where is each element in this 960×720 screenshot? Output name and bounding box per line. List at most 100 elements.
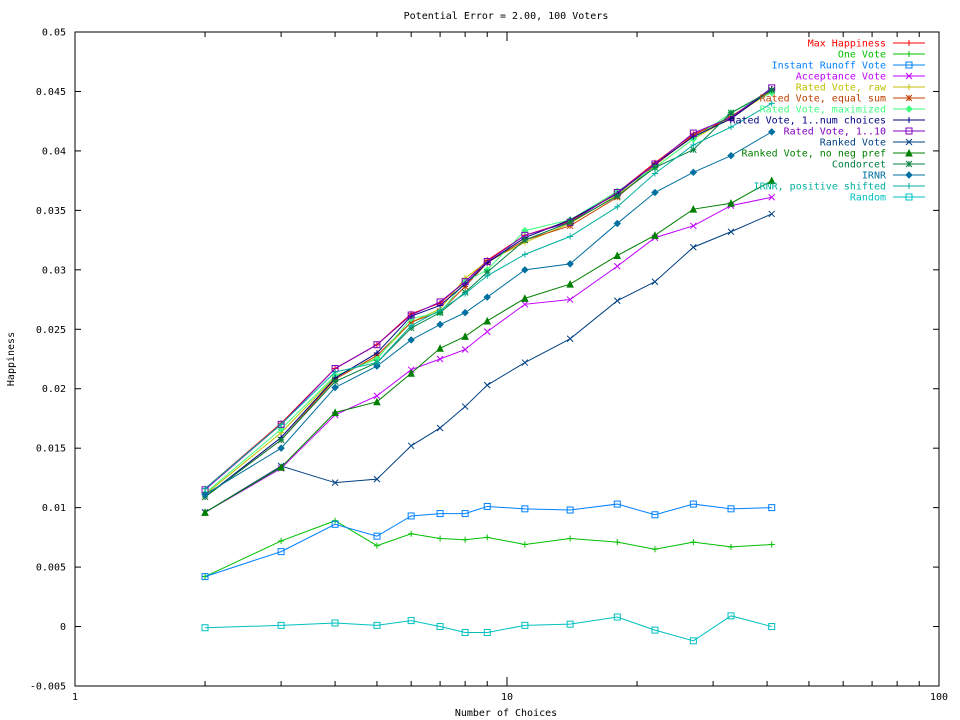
legend-entry: Rated Vote, maximized: [760, 105, 925, 116]
data-point: [727, 124, 734, 131]
data-point: [905, 193, 913, 201]
data-point: [768, 100, 775, 107]
data-point: [690, 133, 697, 140]
data-point: [436, 320, 444, 329]
series: [201, 210, 776, 516]
data-point: [567, 233, 574, 240]
data-point: [689, 243, 697, 251]
data-point: [689, 168, 698, 177]
data-point: [373, 542, 380, 549]
data-point: [906, 183, 912, 189]
series: [202, 100, 775, 492]
data-point: [566, 279, 574, 288]
data-point: [407, 442, 415, 450]
data-point: [690, 141, 697, 148]
series: [201, 612, 776, 645]
data-point: [483, 328, 491, 336]
y-tick-label: 0.045: [36, 87, 66, 98]
data-point: [521, 266, 529, 274]
data-point: [331, 378, 339, 385]
data-point: [331, 408, 339, 417]
data-point: [436, 298, 444, 306]
data-point: [689, 500, 697, 508]
legend-entry: Instant Runoff Vote: [772, 61, 925, 72]
data-point: [408, 530, 415, 537]
data-point: [727, 505, 735, 513]
series: [201, 128, 776, 499]
legend-label: Rated Vote, maximized: [760, 105, 886, 116]
data-point: [768, 193, 776, 201]
data-point: [768, 210, 776, 218]
y-tick-label: 0.05: [42, 28, 66, 39]
data-point: [373, 359, 380, 366]
legend-entry: Random: [850, 193, 925, 204]
data-point: [689, 129, 697, 137]
data-point: [651, 231, 659, 239]
data-point: [462, 290, 469, 297]
legend-entry: Rated Vote, 1..10: [784, 127, 925, 138]
data-point: [651, 546, 658, 553]
data-point: [767, 176, 776, 185]
data-point: [567, 535, 574, 542]
data-point: [768, 128, 776, 136]
data-point: [331, 520, 339, 528]
data-point: [373, 350, 380, 357]
data-point: [613, 192, 621, 200]
data-point: [905, 61, 913, 69]
series: [201, 193, 776, 516]
series-line: [204, 503, 772, 578]
data-point: [332, 517, 339, 524]
data-point: [521, 236, 529, 244]
data-point: [651, 170, 658, 177]
data-point: [521, 294, 529, 302]
x-tick-label: 100: [930, 692, 948, 703]
data-point: [331, 479, 339, 487]
legend-entry: Acceptance Vote: [796, 72, 925, 83]
data-point: [521, 621, 529, 629]
data-point: [483, 257, 491, 265]
data-point: [689, 205, 698, 213]
legend-entry: Ranked Vote: [820, 138, 925, 149]
data-point: [905, 105, 913, 113]
data-point: [202, 485, 209, 492]
chart-title: Potential Error = 2.00, 100 Voters: [404, 11, 609, 22]
data-point: [461, 403, 469, 410]
series: [201, 86, 776, 501]
series: [201, 88, 776, 498]
legend-entry: One Vote: [838, 50, 925, 61]
data-point: [373, 392, 381, 400]
legend-label: Condorcet: [832, 160, 886, 171]
data-point: [461, 346, 469, 353]
data-point: [436, 510, 444, 518]
data-point: [689, 637, 697, 645]
data-point: [201, 624, 209, 632]
data-point: [906, 84, 912, 90]
data-point: [201, 573, 209, 581]
legend-label: IRNR, positive shifted: [754, 182, 886, 193]
series-line: [205, 615, 772, 642]
data-point: [521, 505, 529, 513]
legend-entry: Ranked Vote, no neg pref: [742, 149, 925, 160]
data-point: [407, 311, 415, 319]
data-point: [461, 628, 469, 636]
data-point: [407, 369, 415, 377]
data-point: [906, 51, 912, 57]
data-point: [906, 40, 912, 46]
legend-label: Random: [850, 193, 886, 204]
data-point: [905, 160, 913, 168]
data-point: [521, 359, 529, 366]
data-point: [437, 535, 444, 542]
y-tick-label: 0.03: [42, 265, 66, 276]
data-point: [651, 188, 659, 197]
data-point: [727, 228, 735, 236]
y-tick-label: 0.01: [42, 503, 66, 514]
data-point: [905, 171, 913, 179]
data-point: [408, 322, 415, 329]
legend-label: Rated Vote, 1..num choices: [729, 116, 886, 127]
data-point: [651, 278, 659, 286]
y-tick-label: -0.005: [30, 682, 66, 693]
data-point: [690, 539, 697, 546]
data-point: [905, 138, 913, 146]
data-point: [373, 397, 381, 406]
data-point: [483, 316, 492, 325]
